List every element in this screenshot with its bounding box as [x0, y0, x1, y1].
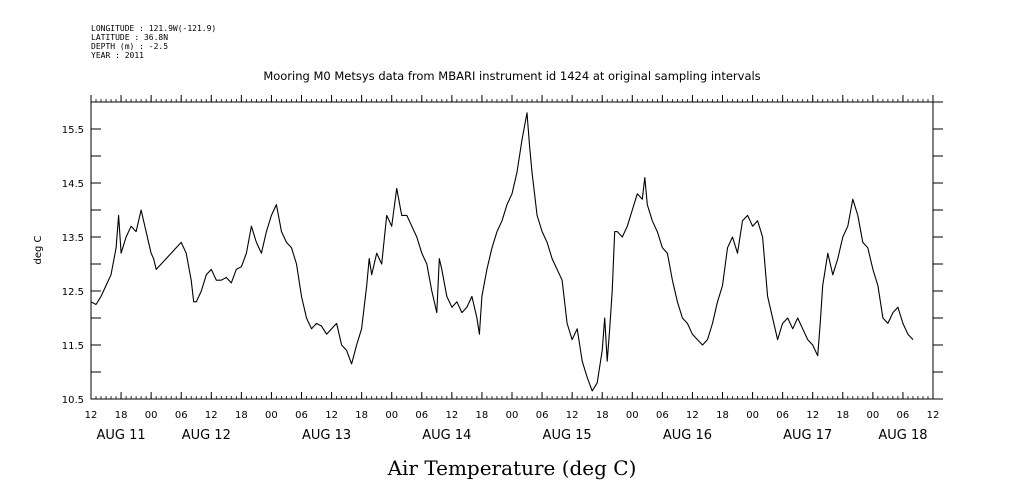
y-tick-label: 12.5: [62, 287, 84, 298]
year-text: YEAR : 2011: [91, 51, 144, 60]
x-hour-label: 18: [836, 410, 849, 421]
y-tick-label: 14.5: [62, 179, 84, 190]
y-tick-label: 11.5: [62, 341, 84, 352]
x-day-label: AUG 18: [878, 428, 927, 443]
x-day-label: AUG 17: [783, 428, 832, 443]
y-tick-labels: 10.5 11.5 12.5 13.5 14.5 15.5: [62, 125, 84, 406]
x-hour-label: 00: [145, 410, 158, 421]
y-axis-label: deg C: [33, 235, 44, 264]
x-hour-label: 00: [385, 410, 398, 421]
x-hour-label: 00: [506, 410, 519, 421]
x-hour-label: 18: [476, 410, 489, 421]
x-hour-label: 06: [656, 410, 669, 421]
x-hour-label: 18: [596, 410, 609, 421]
x-minor-ticks: [90, 99, 934, 399]
latitude-text: LATITUDE : 36.8N: [91, 33, 168, 42]
y-ticks: [91, 101, 943, 400]
x-hour-label: 12: [85, 410, 98, 421]
x-day-label: AUG 16: [663, 428, 712, 443]
x-hour-label: 12: [566, 410, 579, 421]
x-hour-label: 18: [716, 410, 729, 421]
x-day-label: AUG 12: [182, 428, 231, 443]
x-hour-label: 00: [626, 410, 639, 421]
x-hour-label: 12: [927, 410, 940, 421]
x-hour-label: 00: [265, 410, 278, 421]
x-hour-label: 06: [295, 410, 308, 421]
x-day-label: AUG 15: [543, 428, 592, 443]
y-tick-label: 13.5: [62, 233, 84, 244]
x-day-label: AUG 13: [302, 428, 351, 443]
x-day-labels: AUG 11 AUG 12 AUG 13 AUG 14 AUG 15 AUG 16 AUG …: [96, 428, 927, 443]
chart-title: Mooring M0 Metsys data from MBARI instru…: [263, 69, 760, 83]
x-day-label: AUG 14: [422, 428, 471, 443]
x-hour-label: 12: [205, 410, 218, 421]
x-hour-label: 12: [686, 410, 699, 421]
x-hour-label: 06: [536, 410, 549, 421]
x-hour-label: 06: [175, 410, 188, 421]
x-hour-label: 00: [866, 410, 879, 421]
series-line: [90, 112, 914, 392]
x-hour-label: 12: [445, 410, 458, 421]
series-group: [90, 112, 914, 392]
y-tick-label: 15.5: [62, 125, 84, 136]
x-hour-label: 12: [806, 410, 819, 421]
x-hour-label: 12: [325, 410, 338, 421]
x-hour-label: 06: [776, 410, 789, 421]
plot-frame: [90, 101, 934, 400]
longitude-text: LONGITUDE : 121.9W(-121.9): [91, 24, 216, 33]
x-hour-label: 06: [415, 410, 428, 421]
x-hour-label: 18: [355, 410, 368, 421]
x-hour-label: 00: [746, 410, 759, 421]
x-major-ticks: [90, 95, 934, 399]
x-hour-labels: 12 18 00 06 12 18 00 06 12 18 00 06 12 18 00 06 12 18 00 06…: [85, 410, 940, 421]
x-axis-label: Air Temperature (deg C): [387, 456, 637, 480]
x-hour-label: 18: [115, 410, 128, 421]
x-day-label: AUG 11: [96, 428, 145, 443]
x-hour-label: 18: [235, 410, 248, 421]
y-tick-label: 10.5: [62, 395, 84, 406]
x-hour-label: 06: [897, 410, 910, 421]
depth-text: DEPTH (m) : -2.5: [91, 42, 168, 51]
station-metadata: LONGITUDE : 121.9W(-121.9) LATITUDE : 36…: [91, 24, 216, 60]
